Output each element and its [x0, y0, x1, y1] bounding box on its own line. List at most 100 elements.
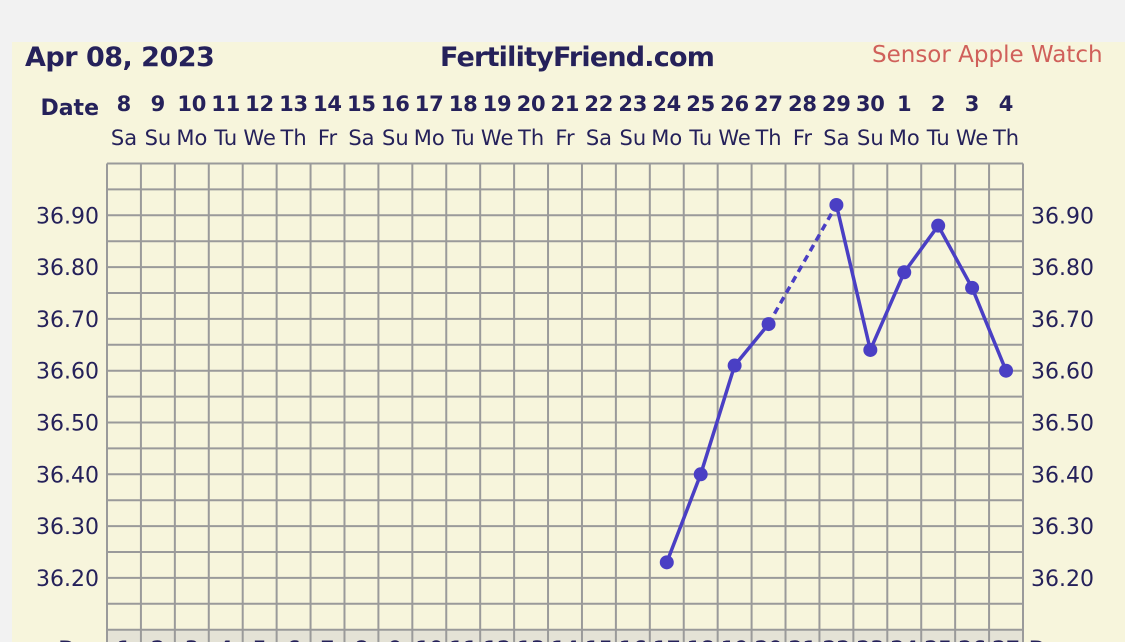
- date-tick: 16: [381, 92, 410, 116]
- weekday-tick: Th: [280, 126, 307, 150]
- data-point: [693, 467, 708, 482]
- date-tick: 14: [313, 92, 342, 116]
- day-tick: 21: [789, 637, 817, 642]
- y-tick-left: 36.40: [36, 463, 99, 488]
- weekday-tick: Sa: [586, 126, 612, 150]
- date-tick: 28: [788, 92, 817, 116]
- weekday-tick: Mo: [176, 126, 207, 150]
- y-tick-left: 36.70: [36, 308, 99, 333]
- day-tick: 1: [117, 637, 131, 642]
- day-row-label: Day: [58, 637, 101, 642]
- weekday-tick: Sa: [348, 126, 374, 150]
- y-tick-left: 36.90: [36, 204, 99, 229]
- weekday-tick: Su: [145, 126, 172, 150]
- y-tick-left: 36.50: [36, 412, 99, 437]
- y-tick-left: 36.20: [36, 567, 99, 592]
- series-segment: [902, 224, 940, 274]
- day-tick: 7: [321, 637, 335, 642]
- date-tick: 21: [551, 92, 580, 116]
- weekday-tick: We: [243, 126, 275, 150]
- date-tick: 23: [618, 92, 647, 116]
- date-tick: 11: [211, 92, 240, 116]
- chart-date: Apr 08, 2023: [25, 42, 215, 73]
- y-tick-right: 36.80: [1031, 256, 1094, 281]
- day-tick: 13: [517, 637, 545, 642]
- date-tick: 29: [822, 92, 851, 116]
- series-segment: [868, 271, 906, 351]
- date-tick: 4: [999, 92, 1014, 116]
- weekday-tick: Sa: [823, 126, 849, 150]
- date-tick: 3: [965, 92, 980, 116]
- day-tick: 27: [992, 637, 1020, 642]
- day-tick: 20: [755, 637, 783, 642]
- date-tick: 1: [897, 92, 912, 116]
- weekday-tick: Fr: [793, 126, 813, 150]
- date-tick: 26: [720, 92, 749, 116]
- data-point: [863, 342, 878, 357]
- y-tick-right: 36.40: [1031, 463, 1094, 488]
- date-row-label: Date: [40, 96, 99, 121]
- series-segment: [665, 473, 703, 563]
- y-tick-left: 36.60: [36, 360, 99, 385]
- date-tick: 17: [415, 92, 444, 116]
- sensor-label[interactable]: Sensor Apple Watch: [872, 42, 1103, 68]
- weekday-tick: We: [481, 126, 513, 150]
- date-tick: 22: [584, 92, 613, 116]
- date-tick: 25: [686, 92, 715, 116]
- data-point: [761, 317, 776, 332]
- data-point: [965, 280, 980, 295]
- weekday-tick: Fr: [318, 126, 338, 150]
- weekday-tick: Mo: [889, 126, 920, 150]
- day-tick: 22: [822, 637, 850, 642]
- day-tick: 9: [388, 637, 402, 642]
- date-tick: 15: [347, 92, 376, 116]
- weekday-tick: Tu: [213, 126, 237, 150]
- date-tick: 10: [177, 92, 206, 116]
- date-tick: 20: [517, 92, 546, 116]
- day-tick: 2: [151, 637, 165, 642]
- day-tick: 14: [551, 637, 579, 642]
- weekday-tick: Tu: [688, 126, 712, 150]
- series-segment: [970, 287, 1008, 372]
- series-segment: [834, 204, 873, 351]
- y-tick-right: 36.20: [1031, 567, 1094, 592]
- y-tick-left: 36.30: [36, 515, 99, 540]
- weekday-tick: We: [956, 126, 988, 150]
- day-tick: 26: [958, 637, 986, 642]
- date-tick: 2: [931, 92, 946, 116]
- weekday-tick: Sa: [111, 126, 137, 150]
- day-tick: 17: [653, 637, 681, 642]
- day-tick: 6: [287, 637, 301, 642]
- date-tick: 27: [754, 92, 783, 116]
- series-segment: [936, 224, 974, 289]
- weekday-tick: Tu: [451, 126, 475, 150]
- date-tick: 13: [279, 92, 308, 116]
- day-tick: 8: [354, 637, 368, 642]
- date-tick: 9: [151, 92, 166, 116]
- temperature-chart: Date8Sa19Su210Mo311Tu412We513Th614Fr715S…: [36, 92, 1094, 642]
- y-tick-right: 36.90: [1031, 204, 1094, 229]
- day-tick: 18: [687, 637, 715, 642]
- weekday-tick: Tu: [926, 126, 950, 150]
- data-point: [897, 265, 912, 280]
- y-tick-left: 36.80: [36, 256, 99, 281]
- day-tick: 19: [721, 637, 749, 642]
- data-point: [727, 358, 742, 373]
- day-row-label-right: Day: [1029, 637, 1072, 642]
- weekday-tick: Fr: [555, 126, 575, 150]
- day-tick: 12: [483, 637, 511, 642]
- y-tick-right: 36.50: [1031, 412, 1094, 437]
- date-tick: 8: [117, 92, 132, 116]
- day-tick: 23: [856, 637, 884, 642]
- data-point: [659, 555, 674, 570]
- series-segment: [699, 364, 737, 475]
- data-point: [999, 363, 1014, 378]
- weekday-tick: Mo: [651, 126, 682, 150]
- day-tick: 11: [449, 637, 477, 642]
- series-segment-dashed: [767, 204, 838, 325]
- weekday-tick: Th: [754, 126, 781, 150]
- date-tick: 12: [245, 92, 274, 116]
- date-tick: 19: [483, 92, 512, 116]
- y-tick-right: 36.30: [1031, 515, 1094, 540]
- weekday-tick: Su: [857, 126, 884, 150]
